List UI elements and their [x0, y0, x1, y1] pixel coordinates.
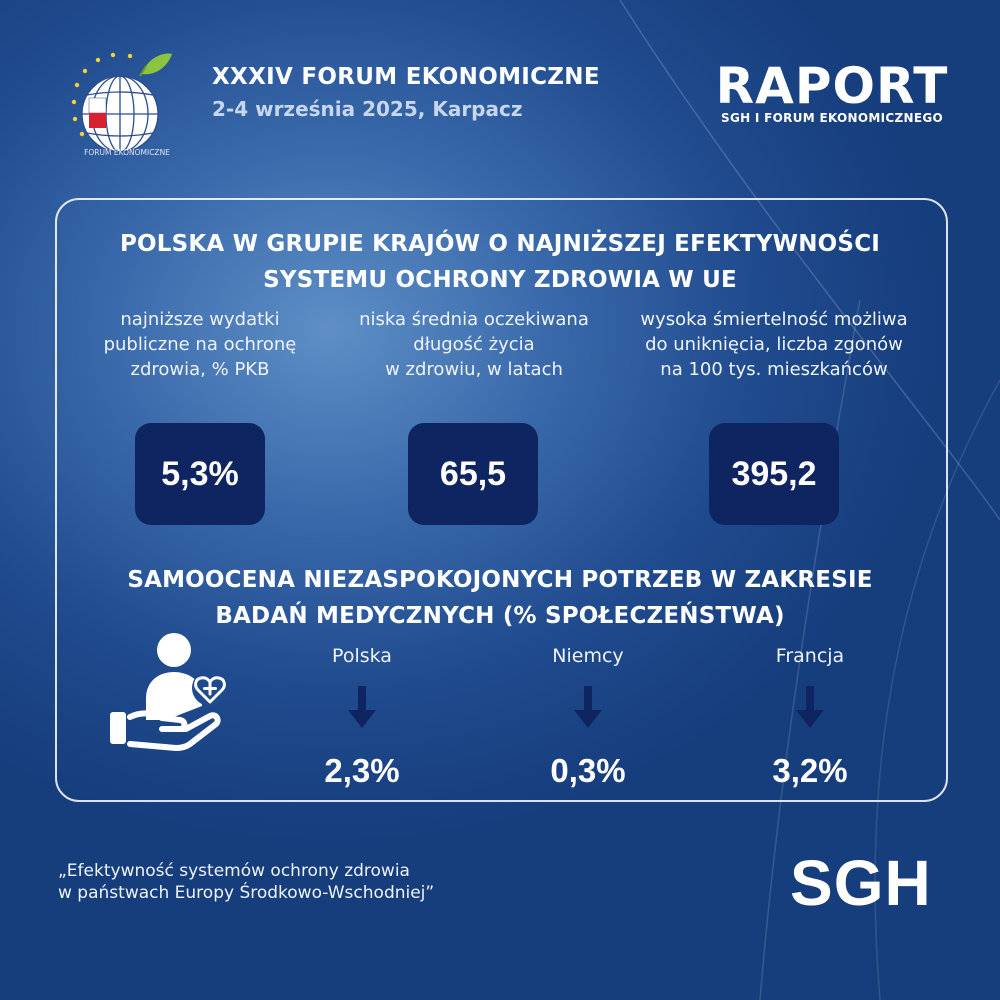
forum-title: XXXIV FORUM EKONOMICZNE: [212, 64, 600, 90]
raport-subtitle: SGH I FORUM EKONOMICZNEGO: [721, 111, 943, 125]
arrow-down-icon: [574, 686, 602, 728]
share-value-niemcy: 0,3%: [550, 752, 626, 789]
metric-value-health-spending: 5,3%: [135, 423, 265, 525]
metric-value-healthy-life-expectancy: 65,5: [408, 423, 538, 525]
section1-heading-line2: SYSTEMU OCHRONY ZDROWIA W UE: [263, 267, 737, 293]
country-label-niemcy: Niemcy: [552, 645, 624, 667]
logo-caption: FORUM EKONOMICZNE: [84, 148, 170, 157]
metric-label-line: najniższe wydatki: [120, 309, 280, 330]
metric-label-line: niska średnia oczekiwana: [359, 309, 589, 330]
metric-label-line: w zdrowiu, w latach: [385, 359, 563, 380]
metric-label-health-spending: najniższe wydatki publiczne na ochronę z…: [50, 307, 350, 382]
section2-heading: SAMOOCENA NIEZASPOKOJONYCH POTRZEB W ZAK…: [0, 562, 1000, 634]
country-label-polska: Polska: [332, 645, 392, 667]
forum-date: 2-4 września 2025, Karpacz: [212, 97, 523, 121]
section1-heading: POLSKA W GRUPIE KRAJÓW O NAJNIŻSZEJ EFEK…: [0, 226, 1000, 298]
section2-heading-line1: SAMOOCENA NIEZASPOKOJONYCH POTRZEB W ZAK…: [127, 567, 873, 593]
arrow-down-icon: [796, 686, 824, 728]
raport-title: RAPORT: [715, 57, 949, 115]
share-value-polska: 2,3%: [324, 752, 400, 789]
metric-label-line: wysoka śmiertelność możliwa: [640, 309, 908, 330]
metric-label-line: na 100 tys. mieszkańców: [660, 359, 888, 380]
source-citation: „Efektywność systemów ochrony zdrowia w …: [58, 860, 434, 904]
metric-label-line: zdrowia, % PKB: [130, 359, 270, 380]
metric-label-line: publiczne na ochronę: [103, 334, 297, 355]
sgh-logo: SGH: [790, 847, 932, 919]
metric-label-line: do uniknięcia, liczba zgonów: [645, 334, 903, 355]
section2-heading-line2: BADAŃ MEDYCZNYCH (% SPOŁECZEŃSTWA): [215, 603, 785, 629]
country-label-francja: Francja: [775, 645, 845, 667]
globe-icon: [71, 52, 172, 153]
share-value-francja: 3,2%: [772, 752, 848, 789]
metric-label-avoidable-mortality: wysoka śmiertelność możliwa do uniknięci…: [624, 307, 924, 382]
metric-value-avoidable-mortality: 395,2: [709, 423, 839, 525]
main-panel: [55, 198, 948, 802]
metric-label-line: długość życia: [413, 334, 535, 355]
forum-ekonomiczne-logo: FORUM EKONOMICZNE: [58, 40, 178, 160]
section1-heading-line1: POLSKA W GRUPIE KRAJÓW O NAJNIŻSZEJ EFEK…: [119, 231, 881, 257]
metric-label-healthy-life-expectancy: niska średnia oczekiwana długość życia w…: [324, 307, 624, 382]
source-line2: w państwach Europy Środkowo-Wschodniej”: [58, 883, 435, 903]
health-care-hand-icon: [110, 633, 228, 751]
arrow-down-icon: [348, 686, 376, 728]
source-line1: „Efektywność systemów ochrony zdrowia: [58, 861, 410, 881]
